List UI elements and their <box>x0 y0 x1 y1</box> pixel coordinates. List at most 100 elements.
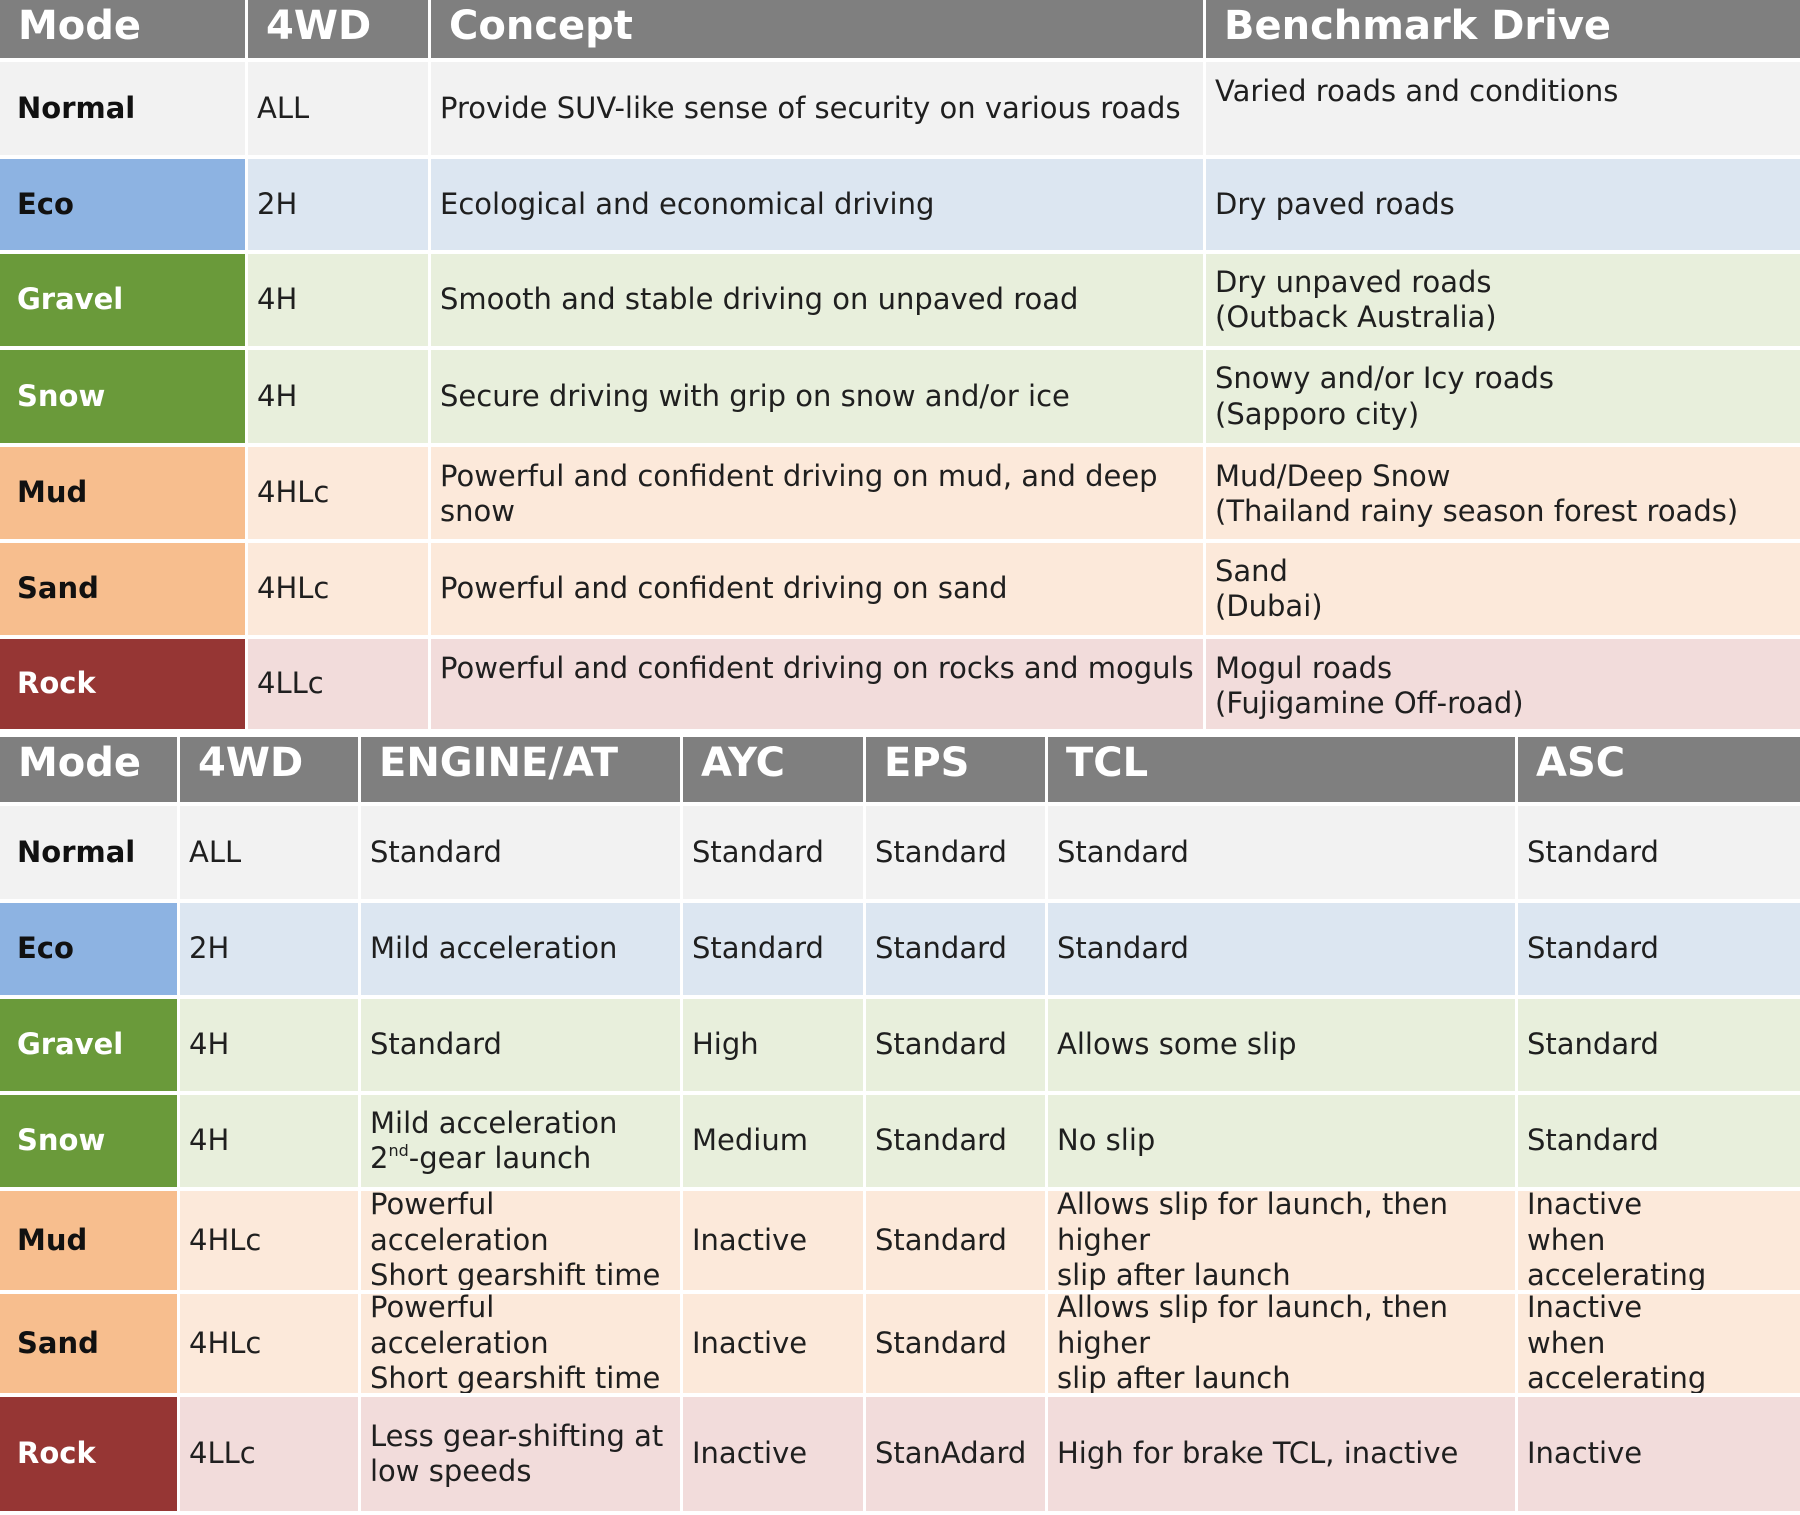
eps-cell: Standard <box>866 903 1048 999</box>
concept-cell: Secure driving with grip on snow and/or … <box>431 350 1206 447</box>
table-row-sand: Sand 4HLc Powerful acceleration Short gears… <box>0 1294 1800 1397</box>
mode-cell: Snow <box>0 1095 180 1191</box>
mode-cell: Eco <box>0 159 248 254</box>
benchmark-line-1: Dry unpaved roads <box>1215 264 1492 299</box>
benchmark-line-1: Varied roads and conditions <box>1215 74 1619 108</box>
eps-cell: Standard <box>866 806 1048 903</box>
asc-cell: Standard <box>1518 999 1800 1095</box>
tcl-cell: Allows slip for launch, then higher slip … <box>1048 1191 1518 1294</box>
header-tcl: TCL <box>1048 737 1518 806</box>
table-row-sand: Sand 4HLc Powerful and confident driving o… <box>0 543 1800 639</box>
benchmark-cell: Dry unpaved roads (Outback Australia) <box>1206 254 1800 350</box>
drive-cell: ALL <box>180 806 361 903</box>
header-ayc: AYC <box>683 737 866 806</box>
engine-line-2: 2nd-gear launch <box>370 1141 671 1176</box>
drive-cell: 4H <box>180 999 361 1095</box>
table-row-rock: Rock 4LLc Less gear-shifting at low speeds I… <box>0 1397 1800 1515</box>
mode-cell: Gravel <box>0 999 180 1095</box>
table-row-mud: Mud 4HLc Powerful and confident driving on… <box>0 447 1800 543</box>
tcl-line-1: High for brake TCL, inactive <box>1057 1436 1459 1471</box>
tcl-cell: Standard <box>1048 806 1518 903</box>
header-4wd: 4WD <box>248 0 431 62</box>
engine-at-cell: Standard <box>361 999 683 1095</box>
table-header-row: Mode 4WD Concept Benchmark Drive <box>0 0 1800 62</box>
table-row-gravel: Gravel 4H Standard High Standard Allows some … <box>0 999 1800 1095</box>
table-row-eco: Eco 2H Mild acceleration Standard Standard St… <box>0 903 1800 999</box>
header-asc: ASC <box>1518 737 1800 806</box>
benchmark-line-2: (Fujigamine Off-road) <box>1215 686 1524 721</box>
mode-cell: Rock <box>0 639 248 733</box>
mode-cell: Snow <box>0 350 248 447</box>
drive-cell: 2H <box>180 903 361 999</box>
asc-cell: Standard <box>1518 1095 1800 1191</box>
mode-cell: Sand <box>0 1294 180 1397</box>
ayc-cell: Inactive <box>683 1191 866 1294</box>
engine-line-1: Standard <box>370 834 502 869</box>
drive-cell: 4H <box>248 350 431 447</box>
asc-cell: Inactive when accelerating <box>1518 1294 1800 1397</box>
drive-cell: 4LLc <box>180 1397 361 1515</box>
eps-cell: Standard <box>866 1191 1048 1294</box>
drive-mode-concept-table: Mode 4WD Concept Benchmark Drive Normal A… <box>0 0 1800 733</box>
mode-cell: Gravel <box>0 254 248 350</box>
benchmark-cell: Mogul roads (Fujigamine Off-road) <box>1206 639 1800 733</box>
asc-line-2: when accelerating <box>1527 1325 1707 1396</box>
engine-line-1: Less gear-shifting at <box>370 1418 664 1453</box>
tcl-line-1: Allows some slip <box>1057 1027 1297 1062</box>
tcl-line-2: slip after launch <box>1057 1361 1291 1396</box>
table-row-eco: Eco 2H Ecological and economical driving Dr… <box>0 159 1800 254</box>
header-concept: Concept <box>431 0 1206 62</box>
benchmark-line-1: Mogul roads <box>1215 651 1393 685</box>
benchmark-line-1: Sand <box>1215 553 1288 588</box>
engine-line-1: Mild acceleration <box>370 931 618 966</box>
engine-at-cell: Mild acceleration 2nd-gear launch <box>361 1095 683 1191</box>
asc-cell: Inactive <box>1518 1397 1800 1515</box>
header-engine-at: ENGINE/AT <box>361 737 683 806</box>
ayc-cell: Standard <box>683 903 866 999</box>
mode-cell: Mud <box>0 1191 180 1294</box>
asc-line-1: Standard <box>1527 1123 1659 1158</box>
benchmark-cell: Sand (Dubai) <box>1206 543 1800 639</box>
drive-cell: 4LLc <box>248 639 431 733</box>
asc-line-1: Inactive <box>1527 1436 1643 1471</box>
engine-line-2-rest: -gear launch <box>408 1141 592 1175</box>
engine-at-cell: Powerful acceleration Short gearshift tim… <box>361 1191 683 1294</box>
engine-line-1: Powerful acceleration <box>370 1294 549 1360</box>
table-header-row: Mode 4WD ENGINE/AT AYC EPS TCL ASC <box>0 737 1800 806</box>
benchmark-cell: Snowy and/or Icy roads (Sapporo city) <box>1206 350 1800 447</box>
drive-cell: 4HLc <box>180 1191 361 1294</box>
benchmark-line-2: (Dubai) <box>1215 589 1323 623</box>
drive-cell: ALL <box>248 62 431 159</box>
tcl-line-1: Allows slip for launch, then higher <box>1057 1191 1449 1257</box>
asc-line-1: Standard <box>1527 931 1659 966</box>
tcl-cell: Standard <box>1048 903 1518 999</box>
tcl-line-1: Standard <box>1057 931 1189 966</box>
eps-cell: Standard <box>866 999 1048 1095</box>
engine-at-cell: Powerful acceleration Short gearshift tim… <box>361 1294 683 1397</box>
asc-line-2: when accelerating <box>1527 1222 1707 1293</box>
mode-cell: Normal <box>0 806 180 903</box>
drive-cell: 4HLc <box>248 447 431 543</box>
tcl-line-1: Allows slip for launch, then higher <box>1057 1294 1449 1360</box>
header-4wd: 4WD <box>180 737 361 806</box>
table-row-snow: Snow 4H Mild acceleration 2nd-gear launch Me… <box>0 1095 1800 1191</box>
drive-cell: 4HLc <box>248 543 431 639</box>
mode-cell: Sand <box>0 543 248 639</box>
engine-line-1: Standard <box>370 1027 502 1062</box>
engine-line-2-sup: nd <box>388 1141 409 1160</box>
header-mode: Mode <box>0 0 248 62</box>
eps-cell: Standard <box>866 1095 1048 1191</box>
drive-cell: 2H <box>248 159 431 254</box>
table-row-normal: Normal ALL Provide SUV-like sense of secur… <box>0 62 1800 159</box>
engine-line-2: low speeds <box>370 1454 532 1488</box>
benchmark-line-2: (Outback Australia) <box>1215 300 1497 334</box>
engine-at-cell: Standard <box>361 806 683 903</box>
tcl-cell: No slip <box>1048 1095 1518 1191</box>
benchmark-line-1: Dry paved roads <box>1215 186 1455 221</box>
benchmark-line-1: Snowy and/or Icy roads <box>1215 361 1555 396</box>
table-row-normal: Normal ALL Standard Standard Standard Standar… <box>0 806 1800 903</box>
concept-cell: Powerful and confident driving on mud, a… <box>431 447 1206 543</box>
eps-cell: StanAdard <box>866 1397 1048 1515</box>
benchmark-cell: Mud/Deep Snow (Thailand rainy season fore… <box>1206 447 1800 543</box>
concept-cell: Powerful and confident driving on sand <box>431 543 1206 639</box>
